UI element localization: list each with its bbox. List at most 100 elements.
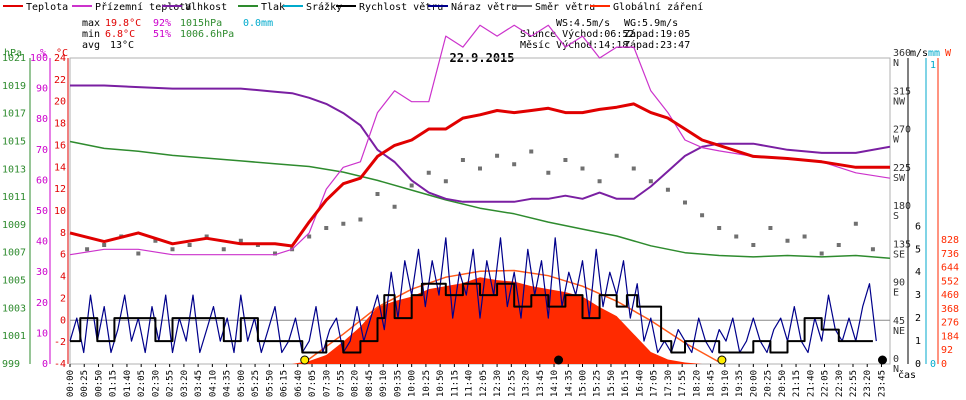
dir-point-9 (238, 238, 243, 243)
press-tick-4: 1007 (2, 248, 26, 259)
rain-tick-0: 0 (930, 359, 936, 370)
plot-area (69, 24, 891, 365)
x-tick-5: 02:05 (137, 370, 147, 397)
solar-tick-5: 460 (941, 290, 959, 301)
stat-max-press: 1015hPa (180, 18, 222, 29)
info-ws: WS:4.5m/s (556, 18, 610, 29)
press-unit: hPa (4, 48, 22, 59)
legend-label-5: Rychlost větru (359, 1, 443, 13)
press-tick-5: 1009 (2, 220, 26, 231)
solar-tick-2: 184 (941, 331, 959, 342)
x-tick-50: 20:50 (778, 370, 788, 397)
x-tick-13: 05:25 (251, 370, 261, 397)
dir-point-46 (870, 247, 875, 252)
x-tick-14: 05:50 (265, 370, 275, 397)
x-tick-31: 12:55 (507, 370, 517, 397)
hum-tick-3: 30 (36, 267, 48, 278)
dir-point-19 (409, 183, 414, 188)
astro-marker-0 (300, 355, 310, 365)
x-tick-48: 20:00 (749, 370, 759, 397)
hum-tick-8: 80 (36, 114, 48, 125)
dir-tick-name-1: NE (893, 326, 905, 337)
gust-line (69, 237, 877, 354)
x-tick-53: 22:05 (821, 370, 831, 397)
hum-tick-0: 0 (42, 359, 48, 370)
stat-max-hum: 92% (153, 18, 171, 29)
solar-unit: W (945, 48, 952, 59)
x-tick-33: 13:45 (536, 370, 546, 397)
hum-unit: % (40, 48, 46, 59)
legend-label-6: Náraz větru (451, 1, 517, 13)
x-tick-3: 01:15 (109, 370, 119, 397)
x-tick-49: 20:25 (764, 370, 774, 397)
solar-area (70, 277, 890, 364)
x-tick-51: 21:15 (792, 370, 802, 397)
temperature-line (69, 102, 890, 248)
dir-point-23 (478, 166, 482, 171)
legend-label-4: Srážky (306, 1, 342, 13)
x-tick-37: 15:25 (593, 370, 603, 397)
info-panel: WS:4.5m/s WG:5.9m/s Slunce Východ:06:52 … (520, 18, 690, 51)
dir-tick-3: 135 (893, 239, 911, 250)
x-tick-24: 10:00 (408, 370, 418, 397)
solar-tick-4: 368 (941, 304, 959, 315)
rain-tick-1: 1 (930, 60, 936, 71)
temp-tick-12: 20 (54, 97, 66, 108)
x-tick-54: 22:30 (835, 370, 845, 397)
wind-tick-0: 0 (915, 359, 921, 370)
temp-tick-10: 16 (54, 140, 66, 151)
hum-tick-7: 70 (36, 145, 48, 156)
x-tick-10: 04:10 (208, 370, 218, 397)
stat-max-label: max (82, 18, 100, 29)
press-tick-10: 1019 (2, 81, 26, 92)
x-tick-8: 03:20 (180, 370, 190, 397)
x-tick-19: 07:55 (336, 370, 346, 397)
dir-point-15 (341, 221, 346, 226)
temp-tick-7: 10 (54, 206, 66, 217)
astro-marker-1 (554, 355, 564, 365)
dir-point-13 (307, 234, 312, 239)
x-tick-29: 12:05 (479, 370, 489, 397)
x-tick-45: 18:45 (707, 370, 717, 397)
dir-point-42 (802, 234, 807, 239)
solar-tick-6: 552 (941, 276, 959, 287)
temp-tick-13: 22 (54, 75, 66, 86)
stat-min-temp: 6.8°C (105, 29, 135, 40)
dir-point-27 (546, 170, 551, 175)
dir-point-7 (204, 234, 209, 239)
dir-point-16 (358, 217, 363, 222)
x-tick-7: 02:55 (166, 370, 176, 397)
x-tick-27: 11:15 (450, 370, 460, 397)
legend-label-8: Globální záření (613, 1, 703, 13)
info-wg: WG:5.9m/s (624, 18, 678, 29)
x-tick-39: 16:15 (621, 370, 631, 397)
humidity-line (70, 84, 891, 203)
x-tick-43: 17:55 (678, 370, 688, 397)
x-axis-label: čas (898, 369, 916, 381)
ground-temp-line (69, 24, 891, 256)
hum-tick-1: 10 (36, 328, 48, 339)
x-tick-42: 17:30 (664, 370, 674, 397)
dir-tick-name-2: E (893, 288, 899, 299)
dir-point-21 (443, 179, 448, 184)
solar-tick-7: 644 (941, 263, 959, 274)
dir-tick-4: 180 (893, 201, 911, 212)
dir-point-17 (375, 192, 380, 196)
dir-tick-8: 360 (893, 48, 911, 59)
dir-point-29 (580, 166, 585, 171)
dir-tick-name-0: N (893, 364, 899, 375)
solar-tick-8: 736 (941, 249, 959, 260)
x-tick-6: 02:30 (151, 370, 161, 397)
wind-tick-2: 2 (915, 313, 921, 324)
x-tick-52: 21:40 (806, 370, 816, 397)
hum-tick-6: 60 (36, 175, 48, 186)
axes: 9991001100310051007100910111013101510171… (2, 48, 959, 375)
temp-tick-8: 12 (54, 184, 66, 195)
dir-tick-name-5: SW (893, 173, 906, 184)
x-tick-26: 10:50 (436, 370, 446, 397)
dir-point-6 (187, 243, 192, 247)
info-moon-set: Západ:23:47 (624, 39, 690, 51)
x-tick-36: 15:00 (579, 370, 589, 397)
temp-tick-9: 14 (54, 162, 66, 173)
x-tick-21: 08:45 (365, 370, 375, 397)
